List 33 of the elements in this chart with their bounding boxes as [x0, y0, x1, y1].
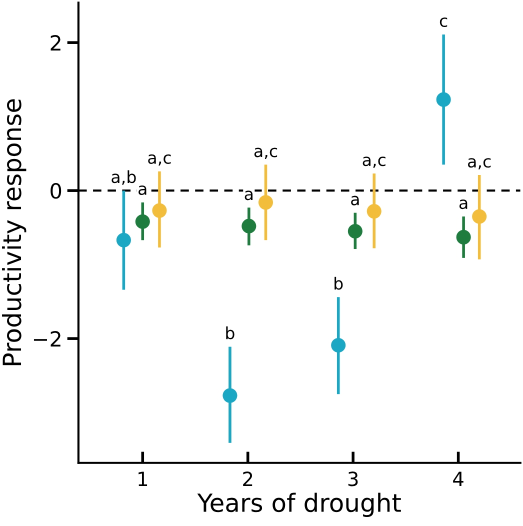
annotation: b — [226, 326, 234, 340]
point — [331, 338, 346, 353]
x-tick-label: 1 — [138, 472, 148, 486]
annotation: a,b — [112, 170, 136, 185]
point — [152, 203, 167, 218]
point — [348, 224, 362, 239]
x-tick-label: 3 — [348, 472, 358, 486]
annotation: a — [351, 196, 359, 206]
point — [456, 230, 471, 244]
annotation: a,c — [468, 158, 491, 170]
annotation: a — [244, 190, 253, 200]
annotation: a,c — [362, 156, 386, 168]
y-tick-label: 0 — [50, 183, 62, 199]
annotation: a — [459, 200, 468, 210]
point — [135, 214, 150, 229]
point — [258, 195, 274, 210]
point — [222, 388, 238, 403]
x-tick-label: 2 — [243, 472, 252, 486]
point — [436, 92, 451, 107]
annotation: a,c — [254, 148, 278, 159]
y-tick-label: −2 — [34, 331, 60, 346]
annotation: c — [440, 17, 448, 28]
point — [366, 204, 382, 219]
x-axis-title: Years of drought — [197, 492, 401, 518]
point — [116, 232, 131, 248]
annotation: b — [334, 276, 343, 290]
point — [472, 209, 487, 224]
annotation: a,c — [148, 154, 171, 166]
y-tick-label: 2 — [50, 35, 60, 50]
y-axis-title: Productivity response — [2, 99, 26, 366]
x-tick-label: 4 — [453, 472, 464, 486]
annotation: a — [138, 185, 146, 196]
point — [242, 218, 256, 234]
